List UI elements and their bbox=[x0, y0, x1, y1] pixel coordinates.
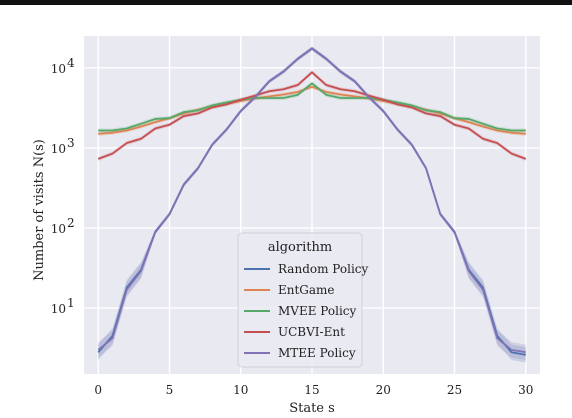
legend-entry: MVEE Policy bbox=[278, 304, 356, 318]
series-line bbox=[97, 47, 526, 354]
legend-title: algorithm bbox=[268, 240, 332, 255]
x-tick-labels: 0 5 10 15 20 25 30 bbox=[94, 383, 533, 397]
x-tick-label: 10 bbox=[233, 383, 248, 397]
x-axis-label: State s bbox=[289, 401, 335, 416]
x-tick-label: 15 bbox=[304, 383, 319, 397]
legend-entry: EntGame bbox=[278, 283, 335, 297]
legend-entry: Random Policy bbox=[278, 262, 369, 276]
y-tick-exponent: 4 bbox=[67, 56, 75, 70]
gridlines bbox=[84, 36, 540, 374]
x-tick-label: 5 bbox=[166, 383, 174, 397]
series-line bbox=[98, 82, 526, 132]
x-tick-label: 0 bbox=[94, 383, 102, 397]
top-border-bar bbox=[0, 0, 572, 5]
y-tick-exponent: 1 bbox=[67, 296, 75, 310]
legend-box bbox=[237, 232, 363, 368]
y-tick-label: 10 bbox=[51, 142, 66, 156]
y-tick-exponent: 2 bbox=[67, 216, 75, 230]
y-axis-label: Number of visits N(s) bbox=[32, 139, 47, 281]
y-tick-label: 10 bbox=[51, 62, 66, 76]
legend-entry: MTEE Policy bbox=[278, 346, 356, 360]
series-lines bbox=[97, 47, 527, 356]
x-tick-label: 30 bbox=[518, 383, 533, 397]
x-tick-label: 25 bbox=[447, 383, 462, 397]
series-line bbox=[97, 71, 527, 160]
x-tick-label: 20 bbox=[376, 383, 391, 397]
y-tick-label: 10 bbox=[51, 302, 66, 316]
legend: algorithm Random Policy EntGame MVEE Policy… bbox=[237, 232, 369, 368]
y-tick-exponent: 3 bbox=[67, 136, 75, 150]
y-tick-label: 10 bbox=[51, 222, 66, 236]
legend-entry: UCBVI-Ent bbox=[278, 325, 345, 339]
